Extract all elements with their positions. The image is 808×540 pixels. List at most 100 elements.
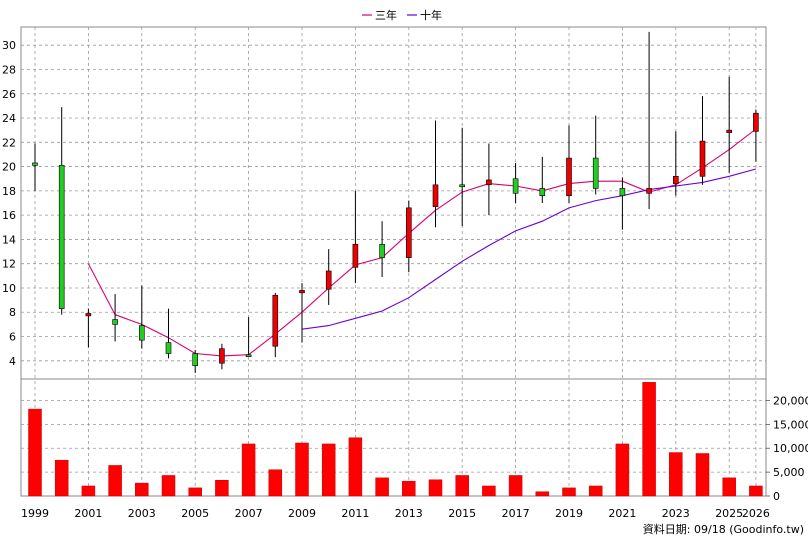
volume-bar (321, 443, 336, 497)
price-tick-label: 20 (2, 161, 16, 174)
price-tick-label: 12 (2, 258, 16, 271)
candle-body (379, 243, 385, 258)
candle-body (139, 325, 145, 341)
candle-body (58, 165, 65, 309)
year-tick-label: 2001 (74, 507, 102, 520)
volume-bar (54, 459, 69, 497)
legend-label-three-year: 三年 (375, 8, 397, 22)
candle-body (646, 188, 652, 194)
price-tick-label: 30 (2, 39, 16, 52)
candle-body (699, 140, 706, 177)
candle-body (32, 162, 38, 166)
candle-body (726, 129, 733, 133)
volume-bar (108, 465, 122, 497)
series-line (301, 168, 757, 330)
year-tick-label: 2007 (235, 507, 263, 520)
year-tick-label: 2003 (128, 507, 156, 520)
volume-bar (215, 479, 229, 497)
candle-body (619, 188, 626, 197)
price-tick-label: 22 (2, 136, 16, 149)
volume-bar (482, 485, 496, 497)
year-tick-label: 2013 (395, 507, 423, 520)
price-tick-label: 8 (9, 306, 16, 319)
price-tick-label: 6 (9, 331, 16, 344)
volume-bar (375, 477, 389, 497)
year-tick-label: 2011 (341, 507, 369, 520)
volume-bar (81, 485, 96, 497)
candle-body (352, 243, 359, 268)
candle-body (192, 353, 198, 366)
price-tick-label: 26 (2, 88, 16, 101)
candle-body (299, 290, 305, 294)
candle-body (165, 342, 172, 354)
candle-body (112, 319, 118, 325)
volume-bar (535, 491, 550, 497)
price-tick-label: 24 (2, 112, 16, 125)
price-tick-label: 14 (2, 233, 16, 246)
x-axis: 1999 2001 2003 2005 2007 2009 2011 2013 2015 2017… (21, 507, 770, 520)
volume-bar (348, 437, 363, 497)
year-tick-label: 2017 (502, 507, 530, 520)
volume-bar (669, 452, 683, 497)
candle-body (539, 188, 546, 197)
volume-bar (749, 485, 763, 497)
volume-tick-label: 0 (773, 490, 780, 503)
volume-bar (722, 477, 736, 497)
year-tick-label: 2019 (555, 507, 583, 520)
price-tick-label: 28 (2, 63, 16, 76)
volume-bar (615, 443, 630, 497)
volume-bar (28, 408, 42, 497)
year-tick-label: 2009 (288, 507, 316, 520)
volume-panel (20, 378, 767, 497)
legend: 三年 十年 (362, 8, 442, 22)
year-tick-label: 2025 (715, 507, 743, 520)
candle-body (753, 112, 759, 132)
year-tick-label: 2021 (608, 507, 636, 520)
candle-body (486, 179, 492, 186)
volume-axis: 0 5,000 10,000 15,000 20,000 (766, 394, 808, 503)
price-tick-label: 16 (2, 209, 16, 222)
candle-body (432, 184, 439, 207)
volume-tick-label: 5,000 (773, 466, 805, 479)
candle-body (512, 178, 519, 194)
data-date-footer: 資料日期: 09/18 (Goodinfo.tw) (643, 522, 804, 536)
volume-bar (188, 487, 202, 497)
volume-tick-label: 10,000 (773, 442, 808, 455)
candle-body (219, 348, 225, 364)
year-tick-label: 2026 (742, 507, 770, 520)
year-tick-label: 2005 (181, 507, 209, 520)
price-tick-label: 4 (9, 355, 16, 368)
volume-tick-label: 20,000 (773, 394, 808, 407)
price-tick-label: 10 (2, 282, 16, 295)
volume-bar (455, 475, 469, 497)
volume-bar (402, 480, 416, 497)
volume-bar (588, 485, 603, 497)
volume-bar (161, 475, 176, 497)
candles (32, 31, 759, 373)
year-tick-label: 2015 (448, 507, 476, 520)
volume-bar (695, 453, 710, 497)
price-panel (20, 26, 767, 380)
candle-body (272, 294, 279, 347)
volume-bar (508, 475, 523, 497)
price-tick-label: 18 (2, 185, 16, 198)
volume-tick-label: 15,000 (773, 418, 808, 431)
year-tick-label: 2023 (662, 507, 690, 520)
volume-bar (562, 487, 576, 497)
candle-body (325, 270, 332, 290)
candle-body (566, 157, 572, 197)
volume-bar (642, 382, 656, 497)
series-line (87, 128, 757, 357)
series-lines (87, 128, 757, 357)
candle-body (245, 354, 252, 358)
volume-bar (135, 482, 149, 497)
candle-body (405, 207, 412, 258)
volume-bar (241, 443, 256, 497)
candle-body (672, 175, 679, 184)
price-axis: 4 6 8 10 12 14 16 18 20 22 24 26 28 30 (2, 39, 16, 368)
year-tick-label: 1999 (21, 507, 49, 520)
volume-bar (268, 469, 283, 497)
candle-body (85, 313, 92, 317)
volume-bars (28, 382, 763, 497)
